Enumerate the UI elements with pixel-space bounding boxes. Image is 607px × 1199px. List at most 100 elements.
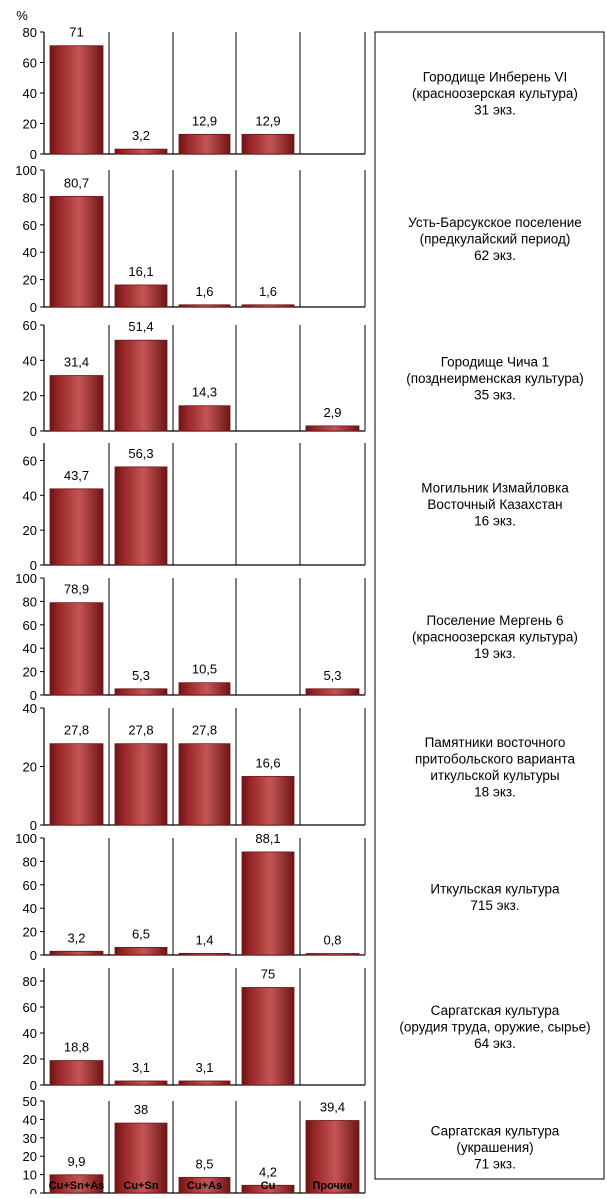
bar-cu bbox=[241, 776, 295, 826]
y-tick-label: 0 bbox=[30, 818, 37, 833]
data-label: 27,8 bbox=[64, 723, 89, 738]
data-label: 0,8 bbox=[323, 933, 341, 948]
panel-caption-line: (орудия труда, оружие, сырье) bbox=[399, 1020, 590, 1035]
y-tick-label: 100 bbox=[15, 163, 37, 178]
data-label: 39,4 bbox=[320, 1100, 345, 1115]
y-tick-label: 100 bbox=[15, 571, 37, 586]
bar-cu-as bbox=[178, 682, 231, 696]
y-tick-label: 80 bbox=[23, 854, 37, 869]
bar-cu bbox=[241, 1184, 295, 1194]
bar-cu-sn-as bbox=[49, 375, 104, 432]
bar-cu-as bbox=[178, 1080, 231, 1086]
data-label: 3,1 bbox=[195, 1060, 213, 1075]
bar-cu-sn bbox=[114, 946, 168, 956]
chart-panel-7: 0 20 40 60 80 100 3,2 6,5 1,4 88,1 0,8 Иткульская к… bbox=[15, 831, 560, 963]
y-tick-label: 40 bbox=[23, 1112, 37, 1127]
panel-caption-line: Памятники восточного bbox=[425, 735, 566, 750]
data-label: 16,1 bbox=[128, 264, 153, 279]
y-tick-label: 0 bbox=[30, 1078, 37, 1093]
data-label: 12,9 bbox=[255, 113, 280, 128]
panel-caption-line: 71 экз. bbox=[474, 1157, 516, 1172]
bar-cu-sn bbox=[114, 688, 168, 696]
y-tick-label: 20 bbox=[23, 523, 37, 538]
data-label: 80,7 bbox=[64, 175, 89, 190]
bar-cu-sn-as bbox=[49, 196, 104, 308]
data-label: 1,4 bbox=[195, 932, 213, 947]
panel-caption-line: (красноозерская культура) bbox=[412, 630, 578, 645]
x-category-label: Cu+Sn bbox=[123, 1180, 158, 1192]
panel-caption-line: (позднеирменская культура) bbox=[406, 371, 584, 386]
panel-caption-line: (красноозерская культура) bbox=[412, 86, 578, 101]
chart-panel-6: 0 20 40 27,8 27,8 27,8 16,6 Памятники восточног… bbox=[23, 701, 576, 833]
panel-caption-line: 31 экз. bbox=[474, 103, 516, 118]
panel-caption-line: 18 экз. bbox=[474, 784, 516, 799]
chart-panel-1: 0 20 40 60 80 71 3,2 12,9 12,9 Городище Инберень … bbox=[23, 25, 578, 162]
y-tick-label: 30 bbox=[23, 1131, 37, 1146]
bar-cu-as bbox=[178, 133, 231, 155]
bar-cu-sn bbox=[114, 1080, 168, 1086]
chart-panel-2: 0 20 40 60 80 100 80,7 16,1 1,6 1,6 Усть-Барсукско… bbox=[15, 163, 582, 315]
x-category-label: Cu+As bbox=[187, 1180, 222, 1192]
data-label: 8,5 bbox=[195, 1156, 213, 1171]
data-label: 56,3 bbox=[128, 446, 153, 461]
bar-cu bbox=[241, 851, 295, 956]
panel-caption-line: Усть-Барсукское поселение bbox=[408, 215, 582, 230]
y-tick-label: 0 bbox=[30, 424, 37, 439]
bar-cu bbox=[241, 304, 295, 308]
bar-прочие bbox=[305, 688, 360, 696]
y-tick-label: 20 bbox=[23, 117, 37, 132]
y-tick-label: 20 bbox=[23, 273, 37, 288]
panel-caption-line: иткульской культуры bbox=[430, 768, 559, 783]
panel-caption-line: Могильник Измайловка bbox=[421, 481, 569, 496]
bar-cu-sn-as bbox=[49, 488, 104, 566]
panel-caption-line: Восточный Казахстан bbox=[427, 497, 562, 512]
data-label: 6,5 bbox=[132, 926, 150, 941]
data-label: 3,1 bbox=[132, 1060, 150, 1075]
y-tick-label: 40 bbox=[23, 86, 37, 101]
data-label: 16,6 bbox=[255, 755, 280, 770]
panel-caption-line: Городище Чича 1 bbox=[441, 355, 550, 370]
panel-caption-line: 64 экз. bbox=[474, 1036, 516, 1051]
bar-cu-sn bbox=[114, 339, 168, 432]
y-tick-label: 0 bbox=[30, 688, 37, 703]
y-tick-label: 100 bbox=[15, 831, 37, 846]
data-label: 38 bbox=[134, 1102, 148, 1117]
y-tick-label: 0 bbox=[30, 1186, 37, 1194]
bar-cu-as bbox=[178, 743, 231, 826]
data-label: 43,7 bbox=[64, 468, 89, 483]
bar-cu-as bbox=[178, 952, 231, 956]
panel-caption-line: 19 экз. bbox=[474, 646, 516, 661]
data-label: 1,6 bbox=[195, 284, 213, 299]
data-label: 18,8 bbox=[64, 1040, 89, 1055]
data-label: 5,3 bbox=[323, 668, 341, 683]
y-tick-label: 60 bbox=[23, 218, 37, 233]
y-tick-label: 0 bbox=[30, 948, 37, 963]
panel-caption-line: Поселение Мергень 6 bbox=[427, 613, 564, 628]
data-label: 14,3 bbox=[192, 385, 217, 400]
bar-cu-sn bbox=[114, 148, 168, 155]
y-tick-label: 50 bbox=[23, 1094, 37, 1109]
y-tick-label: 20 bbox=[23, 925, 37, 940]
data-label: 27,8 bbox=[128, 723, 153, 738]
data-label: 78,9 bbox=[64, 582, 89, 597]
panel-caption-line: Городище Инберень VI bbox=[423, 70, 568, 85]
panel-caption-line: 715 экз. bbox=[470, 898, 519, 913]
y-tick-label: 60 bbox=[23, 878, 37, 893]
bar-cu-sn bbox=[114, 1122, 168, 1194]
y-tick-label: 60 bbox=[23, 318, 37, 333]
data-label: 27,8 bbox=[192, 723, 217, 738]
panel-caption-line: 35 экз. bbox=[474, 388, 516, 403]
y-tick-label: 40 bbox=[23, 701, 37, 716]
y-tick-label: 40 bbox=[23, 1026, 37, 1041]
data-label: 51,4 bbox=[128, 319, 153, 334]
chart-panel-9: 0 10 20 30 40 50 9,9 38 8,5 4,2 39,4 Саргатская кул… bbox=[23, 1094, 560, 1199]
y-tick-label: 0 bbox=[30, 300, 37, 315]
data-label: 2,9 bbox=[323, 405, 341, 420]
data-label: 10,5 bbox=[192, 662, 217, 677]
y-tick-label: 40 bbox=[23, 353, 37, 368]
panel-caption-line: Иткульская культура bbox=[430, 881, 560, 896]
panel-caption-line: Саргатская культура bbox=[431, 1003, 560, 1018]
y-unit-label: % bbox=[16, 8, 28, 23]
y-tick-label: 80 bbox=[23, 25, 37, 40]
